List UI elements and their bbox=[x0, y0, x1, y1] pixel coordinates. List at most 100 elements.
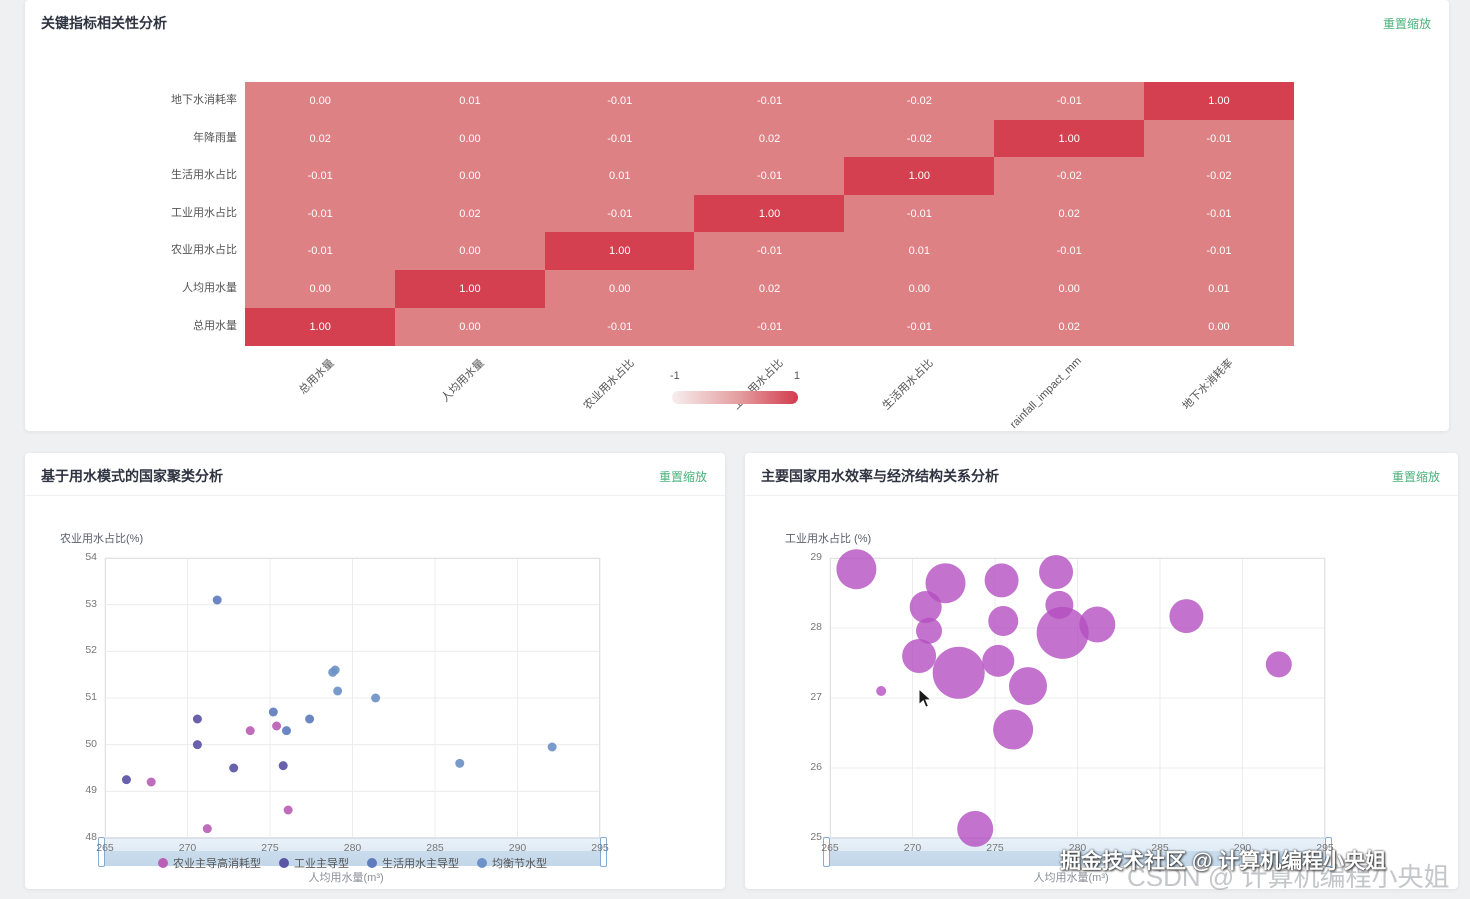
heatmap-cell: -0.01 bbox=[1143, 119, 1295, 158]
heatmap-cell: 1.00 bbox=[694, 194, 845, 233]
x-tick-label: 270 bbox=[903, 842, 922, 854]
scatter-point bbox=[192, 714, 202, 724]
x-axis-title: 人均用水量(m³) bbox=[1033, 872, 1109, 884]
bubble-point bbox=[1265, 651, 1292, 678]
heatmap-cell: -0.02 bbox=[1143, 157, 1295, 196]
legend-item[interactable]: 均衡节水型 bbox=[477, 855, 547, 871]
y-tick-label: 53 bbox=[85, 597, 97, 610]
scatter-point bbox=[305, 714, 315, 724]
heatmap-cell: -0.01 bbox=[994, 232, 1145, 271]
x-tick-label: 295 bbox=[591, 842, 609, 854]
heatmap-cell: 1.00 bbox=[544, 232, 695, 271]
heatmap-cell: -0.01 bbox=[1143, 194, 1295, 233]
chart-legend: 农业主导高消耗型 工业主导型 生活用水主导型 均衡节水型 bbox=[105, 855, 600, 871]
y-tick-label: 50 bbox=[85, 737, 97, 750]
y-axis-title: 农业用水占比(%) bbox=[60, 533, 144, 545]
heatmap-cell: 0.02 bbox=[694, 119, 845, 158]
reset-zoom-link[interactable]: 重置缩放 bbox=[1391, 469, 1440, 484]
legend-item[interactable]: 工业主导型 bbox=[279, 855, 349, 871]
heatmap-cell: 0.00 bbox=[1143, 307, 1295, 346]
x-tick-label: 265 bbox=[96, 842, 114, 854]
bubble-point bbox=[925, 563, 966, 604]
heatmap-cell: -0.02 bbox=[844, 82, 995, 121]
heatmap-cell: 0.00 bbox=[394, 307, 546, 346]
legend-dot bbox=[158, 858, 168, 868]
scatter-point bbox=[229, 763, 239, 773]
heatmap-cell: -0.01 bbox=[844, 194, 995, 233]
heatmap-col-label: 农业用水占比 bbox=[580, 357, 637, 413]
heatmap-cell: -0.01 bbox=[245, 194, 396, 233]
plot-area[interactable] bbox=[829, 549, 1326, 847]
bubble-point bbox=[1036, 606, 1089, 659]
heatmap-row-label: 年降雨量 bbox=[193, 131, 237, 144]
scatter-point bbox=[146, 777, 156, 787]
scatter-point bbox=[245, 726, 255, 736]
datazoom-handle-right[interactable] bbox=[600, 837, 607, 867]
datazoom-handle-left[interactable] bbox=[823, 837, 830, 867]
x-tick-label: 265 bbox=[821, 842, 839, 854]
heatmap-cell: 0.00 bbox=[544, 270, 695, 309]
legend-label: 农业主导高消耗型 bbox=[173, 858, 261, 870]
mouse-cursor-icon bbox=[918, 687, 933, 714]
y-tick-label: 51 bbox=[85, 691, 97, 703]
datazoom-handle-left[interactable] bbox=[98, 837, 105, 867]
correlation-panel-header: 关键指标相关性分析 重置缩放 bbox=[25, 0, 1449, 42]
correlation-heatmap[interactable]: 地下水消耗率 年降雨量 生活用水占比 工业用水占比 农业用水占比 人均用水量 总用水量 0.0… bbox=[25, 0, 1449, 431]
efficiency-panel: 主要国家用水效率与经济结构关系分析 重置缩放 工业用水占比 (%) 25 26 27 2… bbox=[745, 453, 1458, 889]
legend-dot bbox=[477, 858, 487, 868]
plot-border bbox=[830, 558, 1325, 838]
heatmap-cell: 0.00 bbox=[394, 232, 546, 271]
heatmap-cell: 0.01 bbox=[394, 82, 546, 121]
plot-area[interactable] bbox=[104, 557, 601, 839]
heatmap-cell: -0.02 bbox=[994, 157, 1145, 196]
x-tick-label: 280 bbox=[1068, 842, 1087, 854]
heatmap-cell: 0.00 bbox=[994, 270, 1145, 309]
scatter-point bbox=[330, 665, 340, 675]
scatter-point bbox=[192, 740, 202, 750]
colorbar-max-label: 1 bbox=[793, 370, 800, 382]
scatter-point bbox=[268, 707, 278, 717]
legend-item[interactable]: 农业主导高消耗型 bbox=[158, 855, 261, 871]
y-tick-label: 49 bbox=[85, 784, 97, 797]
datazoom-handle-right[interactable] bbox=[1325, 837, 1332, 867]
datazoom-slider[interactable] bbox=[823, 837, 1332, 867]
y-tick-label: 29 bbox=[810, 551, 822, 563]
heatmap-cell: -0.01 bbox=[245, 157, 396, 196]
heatmap-cell: 1.00 bbox=[994, 119, 1145, 158]
heatmap-row-label: 总用水量 bbox=[193, 319, 237, 332]
heatmap-col-label: 人均用水量 bbox=[438, 357, 487, 405]
heatmap-cell: -0.02 bbox=[844, 119, 995, 158]
colorbar-gradient-bar bbox=[672, 391, 798, 404]
x-tick-label: 285 bbox=[426, 842, 444, 854]
reset-zoom-link[interactable]: 重置缩放 bbox=[1382, 16, 1431, 31]
heatmap-cell: -0.01 bbox=[544, 119, 695, 158]
scatter-point bbox=[212, 595, 222, 605]
heatmap-cell: 0.02 bbox=[394, 194, 546, 233]
scatter-point bbox=[333, 686, 343, 696]
scatter-point bbox=[455, 758, 465, 768]
heatmap-row-label: 农业用水占比 bbox=[171, 244, 237, 257]
legend-item[interactable]: 生活用水主导型 bbox=[367, 855, 459, 871]
x-tick-label: 290 bbox=[1233, 842, 1252, 854]
heatmap-row-label: 工业用水占比 bbox=[171, 206, 237, 219]
efficiency-bubble-chart[interactable]: 工业用水占比 (%) 25 26 27 28 29 265 270 275 280 285 290 29… bbox=[745, 453, 1458, 889]
heatmap-cell: 0.01 bbox=[844, 232, 995, 271]
watermark-csdn: CSDN @ 计算机编程小央姐 bbox=[1127, 862, 1450, 892]
cluster-panel: 基于用水模式的国家聚类分析 重置缩放 农业用水占比(%) 48 49 50 51 52 53… bbox=[25, 453, 725, 889]
bubble-point bbox=[1039, 555, 1074, 589]
heatmap-col-label: rainfall_impact_mm bbox=[1007, 355, 1084, 432]
scatter-point bbox=[278, 761, 288, 771]
heatmap-cell: -0.01 bbox=[544, 82, 695, 121]
heatmap-cell: -0.01 bbox=[694, 82, 845, 121]
heatmap-cell: 0.00 bbox=[394, 157, 546, 196]
scatter-point bbox=[371, 693, 381, 703]
x-tick-label: 275 bbox=[261, 842, 279, 854]
reset-zoom-link[interactable]: 重置缩放 bbox=[658, 469, 707, 484]
correlation-panel: 关键指标相关性分析 重置缩放 地下水消耗率 年降雨量 生活用水占比 工业用水占比 农业用… bbox=[25, 0, 1449, 431]
heatmap-col-label: 总用水量 bbox=[296, 357, 337, 397]
heatmap-cell: 1.00 bbox=[1143, 82, 1295, 121]
legend-label: 均衡节水型 bbox=[492, 858, 547, 870]
cluster-scatter-chart[interactable]: 农业用水占比(%) 48 49 50 51 52 53 54 265 270 275 280 285 29… bbox=[25, 453, 725, 889]
scatter-point bbox=[202, 824, 212, 834]
bubble-point bbox=[982, 644, 1015, 677]
